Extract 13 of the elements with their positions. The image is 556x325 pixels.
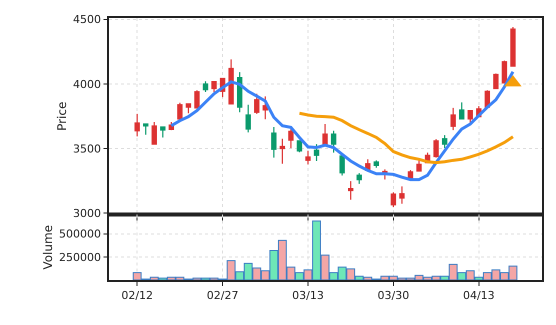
x-tick-label: 03/13	[292, 288, 324, 302]
y-axis-title: Price	[54, 102, 69, 131]
y-tick-label: 500000	[59, 228, 102, 241]
y-axis-title: Volume	[40, 224, 55, 270]
x-tick-label: 02/27	[206, 288, 238, 302]
y-tick-label: 4000	[73, 78, 102, 91]
y-tick-label: 3000	[73, 207, 102, 220]
y-tick-label: 3500	[73, 142, 102, 156]
y-tick-label: 250000	[59, 250, 102, 264]
x-tick-label: 02/12	[121, 288, 154, 302]
x-tick-label: 03/30	[378, 288, 410, 302]
x-tick-label: 04/13	[462, 288, 495, 302]
y-tick-label: 4500	[73, 13, 102, 26]
